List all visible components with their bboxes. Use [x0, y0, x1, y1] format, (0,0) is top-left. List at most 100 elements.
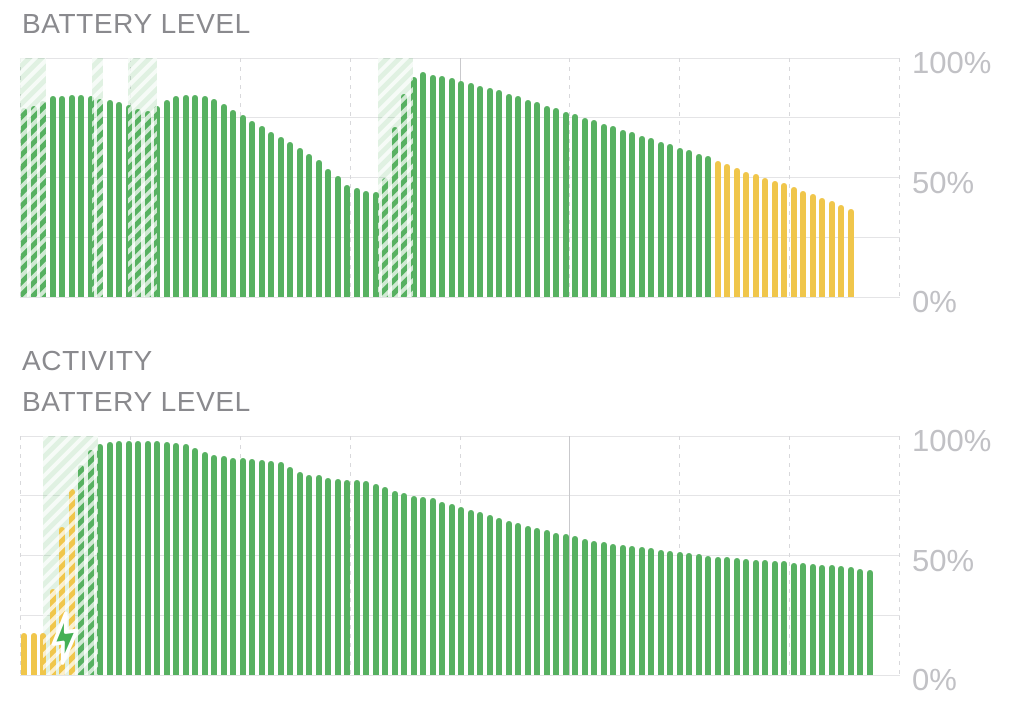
battery-bar: [230, 109, 237, 297]
v-gridline-dashed: [569, 58, 571, 297]
battery-bar: [534, 528, 541, 675]
battery-bar: [173, 443, 180, 675]
battery-bar: [458, 80, 465, 297]
battery-bar: [534, 102, 541, 297]
battery-bar: [239, 457, 246, 675]
battery-bar: [657, 549, 664, 675]
v-gridline-solid: [569, 436, 571, 675]
h-gridline: [20, 674, 900, 676]
battery-bar: [49, 96, 56, 297]
battery-bar: [306, 475, 313, 675]
battery-bar: [762, 177, 769, 297]
battery-bar: [581, 538, 588, 675]
battery-bar: [800, 190, 807, 297]
battery-bar: [676, 551, 683, 675]
battery-bar: [410, 77, 417, 297]
charging-region-hatch: [378, 58, 414, 297]
charging-bolt-icon: [42, 608, 87, 669]
battery-bar: [572, 114, 579, 297]
battery-bar: [296, 471, 303, 675]
battery-bar: [182, 95, 189, 297]
battery-bar: [733, 167, 740, 297]
activity-section-title: ACTIVITY: [22, 345, 153, 376]
battery-bar: [581, 117, 588, 297]
battery-bar: [135, 440, 142, 675]
battery-bar: [391, 490, 398, 675]
battery-bar: [648, 138, 655, 297]
y-axis-label: 0%: [912, 284, 957, 319]
battery-bar: [553, 108, 560, 297]
battery-bar: [334, 176, 341, 297]
battery-bar: [667, 550, 674, 675]
battery-bar: [790, 562, 797, 675]
battery-bar: [838, 566, 845, 675]
battery-bar: [363, 480, 370, 675]
battery-bar: [515, 523, 522, 675]
battery-bar: [638, 135, 645, 297]
battery-bar: [277, 136, 284, 297]
battery-bar: [87, 96, 94, 297]
battery-bar: [220, 456, 227, 675]
battery-level-title: BATTERY LEVEL: [22, 8, 251, 39]
battery-bar: [249, 458, 256, 675]
battery-bar: [325, 477, 332, 675]
battery-bar: [553, 532, 560, 675]
battery-bar: [344, 479, 351, 675]
battery-bar: [562, 534, 569, 675]
battery-bar: [771, 181, 778, 297]
battery-bar: [667, 144, 674, 297]
battery-bar: [296, 147, 303, 297]
y-axis-label: 50%: [912, 542, 975, 578]
battery-bar: [420, 72, 427, 297]
battery-bar: [116, 440, 123, 675]
battery-bar: [724, 164, 731, 297]
battery-bar: [372, 483, 379, 675]
battery-bar: [809, 194, 816, 297]
battery-bar: [249, 120, 256, 297]
battery-bar: [467, 510, 474, 675]
battery-bar: [572, 536, 579, 675]
battery-bar: [163, 99, 170, 297]
battery-bar: [733, 557, 740, 675]
battery-bar: [268, 131, 275, 297]
battery-bar: [496, 518, 503, 675]
v-gridline-dashed: [899, 58, 900, 297]
battery-bar: [591, 120, 598, 297]
battery-bar: [429, 74, 436, 297]
battery-bar: [429, 498, 436, 675]
battery-bar: [353, 188, 360, 297]
battery-bar: [686, 553, 693, 675]
battery-bar: [382, 487, 389, 675]
battery-bar: [486, 87, 493, 297]
y-axis-label: 100%: [912, 45, 992, 80]
battery-level-chart[interactable]: 100% 50% 0%: [20, 47, 991, 317]
battery-bar: [857, 568, 864, 675]
battery-bar: [477, 512, 484, 675]
battery-bar: [771, 561, 778, 675]
battery-bar: [648, 548, 655, 675]
battery-bar: [363, 190, 370, 297]
battery-bar: [619, 129, 626, 297]
battery-bar: [30, 633, 37, 675]
battery-bar: [230, 457, 237, 675]
battery-bar: [600, 123, 607, 297]
battery-bar: [819, 565, 826, 675]
battery-bar: [762, 560, 769, 675]
battery-bar: [173, 96, 180, 297]
battery-bar: [524, 525, 531, 675]
battery-bar: [458, 506, 465, 675]
battery-bar: [781, 561, 788, 675]
battery-bar: [828, 201, 835, 297]
battery-bar: [543, 530, 550, 675]
battery-bar: [486, 514, 493, 675]
battery-bar: [201, 451, 208, 675]
battery-bar: [106, 99, 113, 297]
battery-bar: [353, 480, 360, 675]
v-gridline-dashed: [899, 436, 900, 675]
activity-battery-level-chart[interactable]: 100% 50% 0%: [20, 425, 991, 695]
battery-bar: [676, 147, 683, 297]
battery-bar: [192, 95, 199, 297]
battery-bar: [543, 105, 550, 297]
activity-battery-level-title: BATTERY LEVEL: [22, 386, 251, 417]
y-axis-label: 0%: [912, 662, 957, 697]
